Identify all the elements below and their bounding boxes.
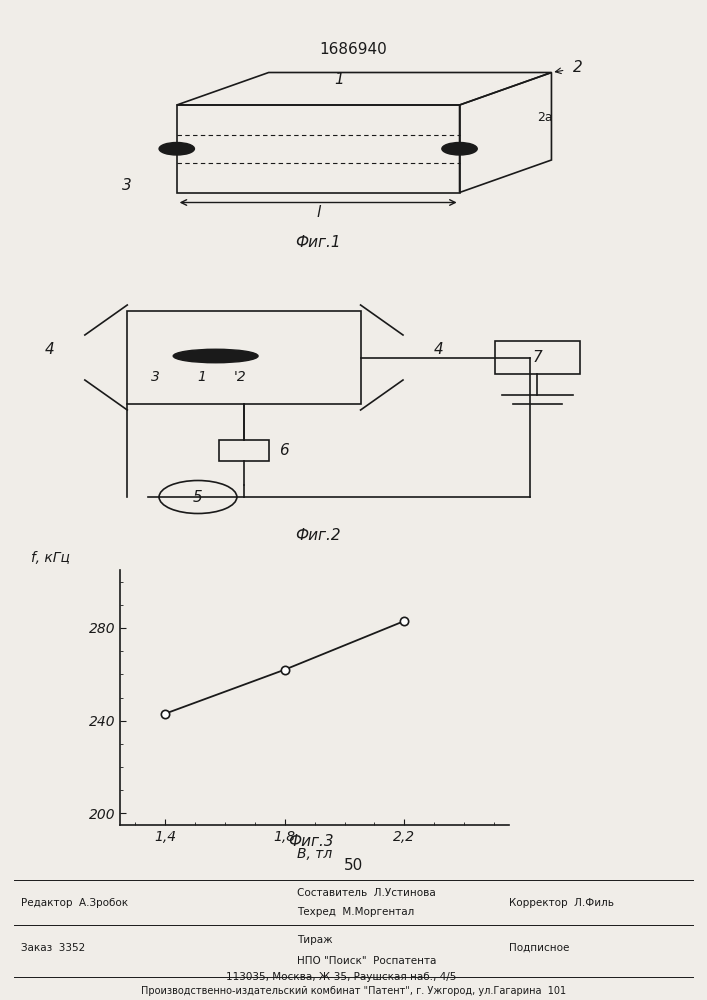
Text: 1: 1 [334, 73, 344, 88]
Text: Фиг.3: Фиг.3 [288, 834, 334, 850]
Text: 113035, Москва, Ж-35, Раушская наб., 4/5: 113035, Москва, Ж-35, Раушская наб., 4/5 [226, 972, 457, 982]
Text: 3: 3 [122, 178, 132, 192]
Text: Редактор  А.Зробок: Редактор А.Зробок [21, 898, 129, 908]
Circle shape [159, 142, 194, 155]
Text: 3: 3 [151, 370, 160, 384]
Text: 2a: 2a [537, 111, 553, 124]
Text: Фиг.1: Фиг.1 [296, 235, 341, 250]
Text: Тираж: Тираж [297, 935, 332, 945]
Text: l: l [316, 205, 320, 220]
X-axis label: B, тл: B, тл [297, 847, 332, 861]
Text: 1: 1 [197, 370, 206, 384]
Text: Фиг.2: Фиг.2 [296, 528, 341, 544]
Text: 2: 2 [573, 60, 583, 75]
Text: Производственно-издательский комбинат "Патент", г. Ужгород, ул.Гагарина  101: Производственно-издательский комбинат "П… [141, 986, 566, 996]
Text: '2: '2 [234, 370, 247, 384]
Text: 6: 6 [279, 443, 289, 458]
Text: 4: 4 [45, 342, 54, 358]
Ellipse shape [173, 349, 258, 363]
Text: Составитель  Л.Устинова: Составитель Л.Устинова [297, 888, 436, 898]
Circle shape [442, 142, 477, 155]
Text: Корректор  Л.Филь: Корректор Л.Филь [509, 898, 614, 908]
Text: Заказ  3352: Заказ 3352 [21, 943, 86, 953]
Y-axis label: f, кГц: f, кГц [30, 551, 70, 565]
Text: 50: 50 [344, 858, 363, 874]
Text: 4: 4 [433, 342, 443, 358]
Text: 1686940: 1686940 [320, 42, 387, 57]
Text: Подписное: Подписное [509, 943, 569, 953]
Text: 7: 7 [532, 350, 542, 365]
Text: Техред  М.Моргентал: Техред М.Моргентал [297, 907, 414, 917]
Text: 5: 5 [193, 489, 203, 504]
Text: НПО "Поиск"  Роспатента: НПО "Поиск" Роспатента [297, 956, 436, 966]
